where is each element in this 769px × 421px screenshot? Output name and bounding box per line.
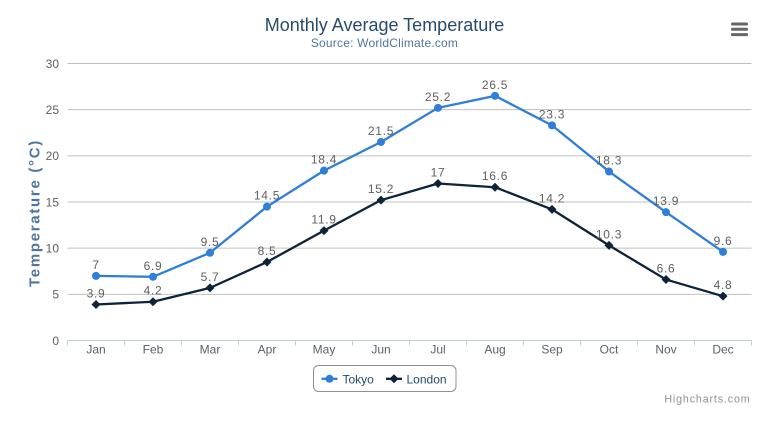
svg-text:7: 7 [92, 258, 99, 272]
svg-text:8.5: 8.5 [258, 244, 277, 258]
svg-text:London: London [407, 372, 447, 386]
svg-text:Jan: Jan [86, 343, 105, 357]
svg-text:18.4: 18.4 [311, 153, 337, 167]
svg-text:Dec: Dec [712, 343, 733, 357]
svg-text:4.8: 4.8 [714, 278, 733, 292]
svg-text:5: 5 [52, 288, 59, 302]
svg-text:Jul: Jul [430, 343, 445, 357]
svg-text:Oct: Oct [600, 343, 619, 357]
svg-text:18.3: 18.3 [596, 154, 622, 168]
svg-text:14.2: 14.2 [539, 191, 565, 205]
svg-text:Apr: Apr [258, 343, 277, 357]
svg-text:0: 0 [52, 334, 59, 348]
svg-text:Tokyo: Tokyo [343, 372, 375, 386]
svg-text:15: 15 [46, 195, 60, 209]
svg-text:Sep: Sep [541, 343, 563, 357]
svg-text:Highcharts.com: Highcharts.com [664, 394, 750, 406]
svg-text:3.9: 3.9 [87, 286, 106, 300]
svg-text:Mar: Mar [200, 343, 221, 357]
svg-text:9.6: 9.6 [714, 234, 733, 248]
svg-text:10.3: 10.3 [596, 227, 622, 241]
svg-text:14.5: 14.5 [254, 189, 280, 203]
svg-text:16.6: 16.6 [482, 169, 508, 183]
svg-text:30: 30 [46, 57, 60, 71]
svg-text:Jun: Jun [371, 343, 390, 357]
svg-text:Feb: Feb [143, 343, 164, 357]
svg-text:Monthly Average Temperature: Monthly Average Temperature [265, 15, 504, 35]
svg-text:May: May [313, 343, 336, 357]
svg-text:25: 25 [46, 103, 60, 117]
svg-text:9.5: 9.5 [201, 235, 220, 249]
svg-text:Nov: Nov [655, 343, 676, 357]
svg-text:26.5: 26.5 [482, 78, 508, 92]
svg-text:13.9: 13.9 [653, 194, 679, 208]
svg-text:17: 17 [431, 166, 446, 180]
svg-text:Source: WorldClimate.com: Source: WorldClimate.com [311, 36, 458, 50]
svg-text:6.9: 6.9 [144, 259, 163, 273]
svg-text:10: 10 [46, 242, 60, 256]
svg-text:11.9: 11.9 [311, 213, 336, 227]
svg-text:5.7: 5.7 [201, 270, 220, 284]
svg-text:20: 20 [46, 149, 60, 163]
svg-text:15.2: 15.2 [368, 182, 394, 196]
svg-text:21.5: 21.5 [368, 124, 394, 138]
svg-text:Aug: Aug [484, 343, 505, 357]
svg-text:25.2: 25.2 [425, 90, 451, 104]
svg-text:4.2: 4.2 [144, 284, 163, 298]
svg-text:Temperature (°C): Temperature (°C) [27, 139, 44, 287]
svg-text:23.3: 23.3 [539, 107, 565, 121]
svg-text:6.6: 6.6 [657, 262, 676, 276]
